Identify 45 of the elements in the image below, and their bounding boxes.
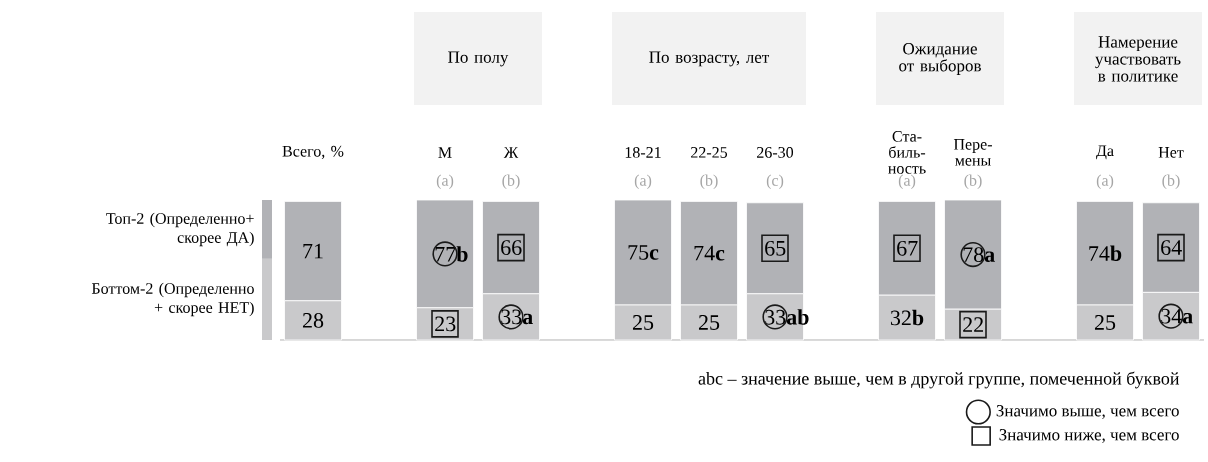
annotation: (b) <box>502 174 520 190</box>
data-label: 25 <box>698 315 720 330</box>
data-label: 28 <box>302 312 324 328</box>
data-label: 25 <box>1094 315 1116 330</box>
x-tick-label: Ста-биль-ность <box>888 131 926 174</box>
data-label: 78a <box>963 247 995 263</box>
data-label: 32b <box>890 309 924 326</box>
annotation: (b) <box>700 174 718 190</box>
x-tick-label: Пере-мены <box>953 139 992 166</box>
text: По полу <box>448 51 509 67</box>
annotation: (b) <box>964 174 982 190</box>
x-tick-label: 18-21 <box>625 147 661 158</box>
data-label: 67 <box>897 240 918 256</box>
x-tick-label: Всего, % <box>282 145 344 159</box>
annotation: (c) <box>766 174 784 190</box>
x-tick-label: 26-30 <box>757 147 794 158</box>
data-label: 74c <box>694 245 725 261</box>
annotation: (a) <box>634 174 652 190</box>
x-tick-label: Ж <box>503 147 519 158</box>
annotation: (a) <box>898 174 916 190</box>
data-label: 65 <box>765 240 786 256</box>
data-label: 75c <box>628 245 659 260</box>
data-label: 74b <box>1089 245 1122 261</box>
annotation: (b) <box>1162 174 1180 190</box>
series-label: Боттом-2 (Определенно + скорее НЕТ) <box>91 282 254 317</box>
data-label: 34a <box>1161 308 1193 324</box>
text: abc – значение выше, чем в другой группе, помеченной буквой <box>698 371 1180 389</box>
annotation: (a) <box>1096 174 1114 190</box>
x-tick-label: М <box>438 147 452 158</box>
data-label: 71 <box>303 243 323 259</box>
text: Ожидание от выборов <box>899 43 981 75</box>
data-label: 23 <box>435 316 456 332</box>
x-tick-label: Да <box>1096 145 1114 160</box>
annotation: (a) <box>436 174 454 190</box>
legend-label: Значимо выше, чем всего <box>996 405 1179 419</box>
x-tick-label: Нет <box>1158 147 1184 158</box>
text: По возрасту, лет <box>649 51 770 67</box>
series-label: Топ-2 (Определенно+ скорее ДА) <box>106 212 254 247</box>
data-label: 64 <box>1161 240 1182 255</box>
x-tick-label: 22-25 <box>691 147 728 158</box>
data-label: 22 <box>963 317 983 332</box>
data-label: 25 <box>632 315 654 330</box>
text: Намерение участвовать в политике <box>1095 36 1181 82</box>
legend-label: Значимо ниже, чем всего <box>999 429 1179 443</box>
data-label: 66 <box>501 240 522 255</box>
